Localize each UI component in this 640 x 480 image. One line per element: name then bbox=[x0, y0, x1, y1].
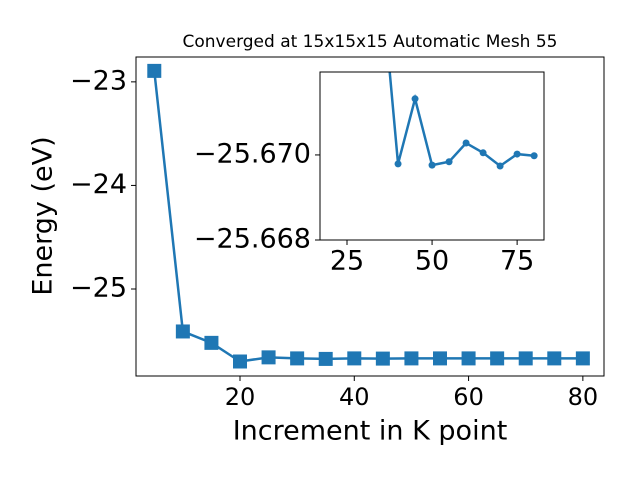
data-point bbox=[462, 139, 470, 147]
plot-area bbox=[147, 63, 590, 369]
data-point bbox=[428, 161, 436, 169]
data-point bbox=[204, 335, 219, 350]
data-point bbox=[496, 162, 504, 170]
data-point bbox=[518, 351, 533, 366]
data-line bbox=[153, 70, 583, 363]
x-tick-label: 75 bbox=[500, 246, 534, 277]
data-point bbox=[461, 351, 476, 366]
data-point bbox=[547, 351, 562, 366]
axes-frame bbox=[135, 56, 605, 377]
data-point bbox=[394, 160, 402, 168]
data-point bbox=[347, 351, 362, 366]
data-line bbox=[388, 72, 535, 168]
chart-title: Converged at 15x15x15 Automatic Mesh 55 bbox=[183, 32, 558, 52]
data-point bbox=[233, 354, 247, 369]
data-point bbox=[490, 351, 505, 366]
axes-background bbox=[320, 72, 544, 240]
x-tick-label: 50 bbox=[415, 246, 449, 277]
y-tick-label: −25.668 bbox=[194, 224, 311, 255]
plot-area bbox=[388, 72, 538, 170]
x-tick-label: 80 bbox=[568, 383, 599, 411]
data-point bbox=[513, 150, 521, 158]
x-tick-label: 25 bbox=[330, 246, 364, 277]
data-point bbox=[530, 152, 538, 160]
data-point bbox=[445, 158, 453, 166]
data-point bbox=[147, 63, 162, 78]
x-tick-label: 60 bbox=[453, 383, 484, 411]
x-axis-label: Increment in K point bbox=[233, 416, 508, 447]
y-tick-label: −23 bbox=[70, 65, 127, 96]
data-point bbox=[261, 350, 276, 365]
data-point bbox=[479, 149, 487, 157]
data-point bbox=[318, 351, 333, 366]
y-tick-label: −25 bbox=[70, 273, 127, 304]
y-tick-label: −25.670 bbox=[194, 138, 311, 169]
x-tick-label: 20 bbox=[225, 383, 256, 411]
y-axis-label: Energy (eV) bbox=[28, 136, 59, 295]
data-point bbox=[290, 351, 305, 366]
data-point bbox=[433, 351, 447, 366]
data-point bbox=[404, 351, 419, 366]
data-point bbox=[175, 324, 190, 339]
x-tick-label: 40 bbox=[339, 383, 370, 411]
y-tick-label: −24 bbox=[70, 169, 127, 200]
data-point bbox=[575, 351, 590, 366]
data-point bbox=[411, 95, 419, 103]
data-point bbox=[375, 351, 390, 366]
